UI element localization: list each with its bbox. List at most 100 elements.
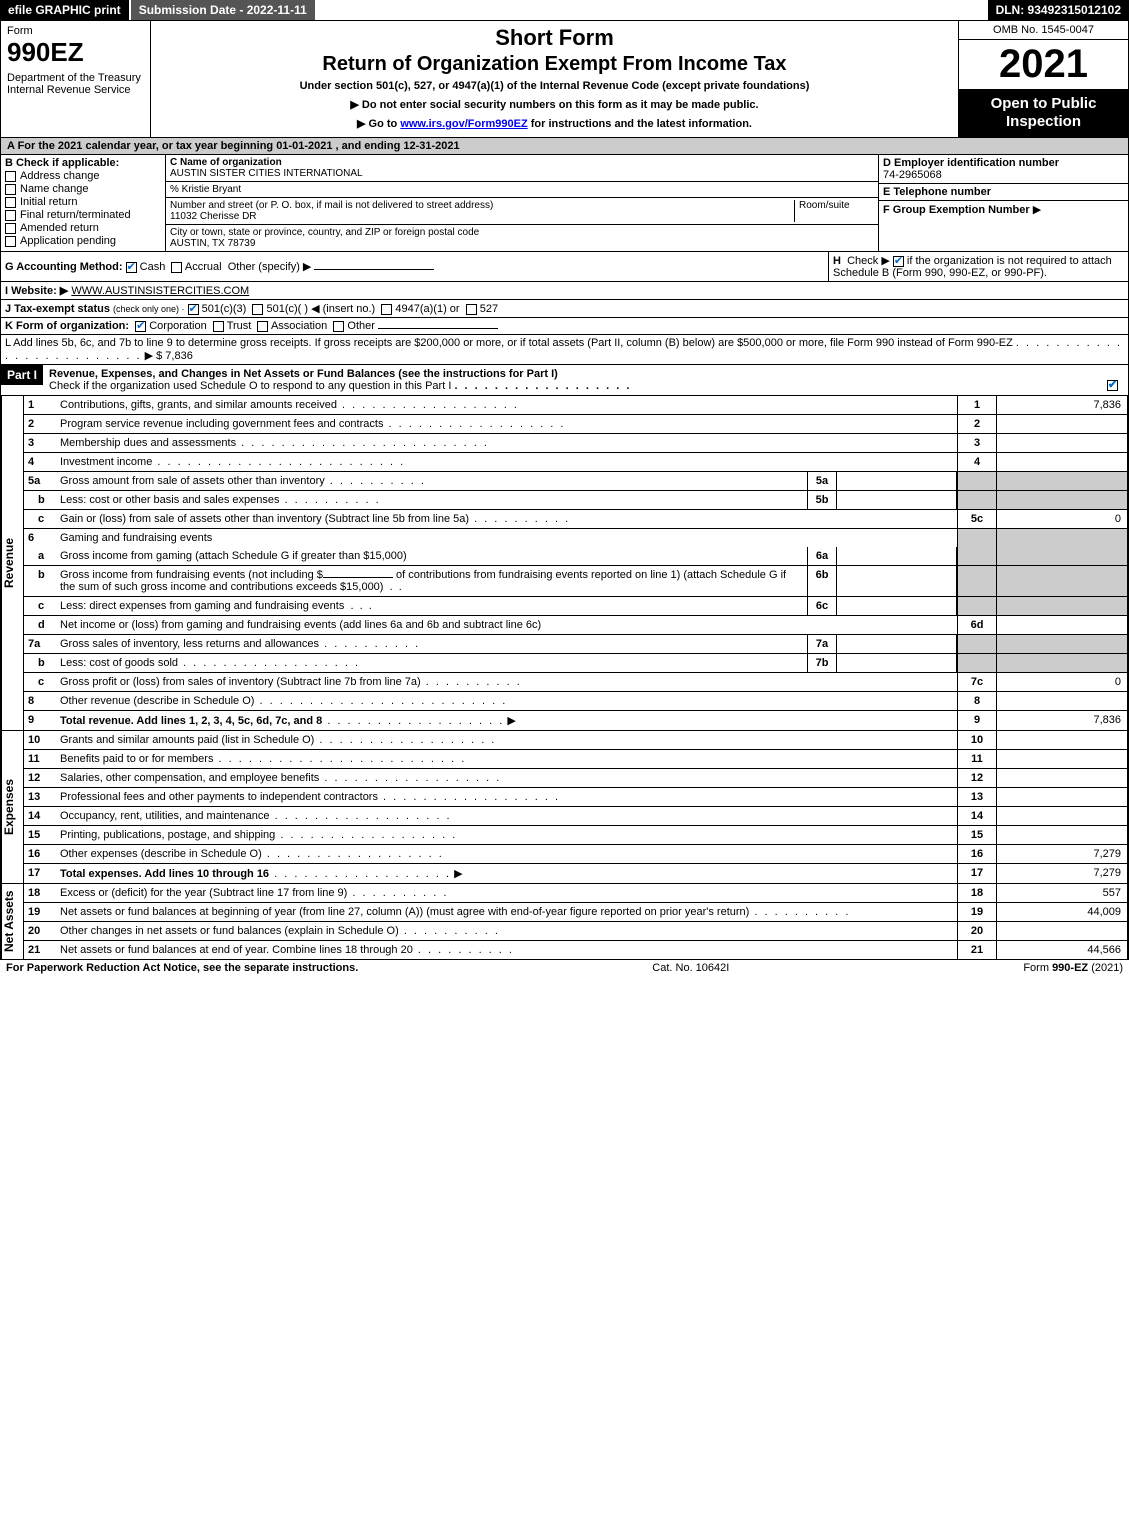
chk-4947[interactable] [381,304,392,315]
mid-box-label: 6b [807,566,837,596]
line-desc: Grants and similar amounts paid (list in… [56,731,957,749]
line-box: 3 [957,434,997,452]
ein-value: 74-2965068 [883,169,1124,181]
line-amount: 7,836 [997,396,1127,414]
chk-schedule-o[interactable] [1107,380,1118,391]
line-box-shaded [957,547,997,565]
line-amount: 44,566 [997,941,1127,959]
chk-schedule-b[interactable] [893,256,904,267]
line-num: 10 [24,731,56,749]
other-org-label: Other [347,320,375,332]
mid-box-val [837,566,957,596]
chk-501c3[interactable] [188,304,199,315]
line-num: b [24,566,56,596]
chk-cash[interactable] [126,262,137,273]
chk-application-pending[interactable]: Application pending [5,235,161,247]
website-value[interactable]: WWW.AUSTINSISTERCITIES.COM [71,285,249,297]
line-desc: Membership dues and assessments [56,434,957,452]
mid-box-val [837,547,957,565]
checkbox-icon[interactable] [5,236,16,247]
line-amount [997,692,1127,710]
chk-trust[interactable] [213,321,224,332]
line-desc: Gross sales of inventory, less returns a… [56,635,807,653]
room-suite-label: Room/suite [794,200,874,222]
ssn-warning: ▶ Do not enter social security numbers o… [157,98,952,111]
care-of: % Kristie Bryant [170,184,874,195]
line-amount: 557 [997,884,1127,902]
line-amount-shaded [997,472,1127,490]
line-num: 13 [24,788,56,806]
form-number: 990EZ [7,37,144,68]
expenses-vertical-label: Expenses [1,731,23,883]
top-bar: efile GRAPHIC print Submission Date - 20… [0,0,1129,21]
line-desc: Total expenses. Add lines 10 through 16 … [56,864,957,883]
chk-initial-return[interactable]: Initial return [5,196,161,208]
contrib-input[interactable] [323,577,393,578]
line-num: 12 [24,769,56,787]
line-amount [997,616,1127,634]
line-box: 20 [957,922,997,940]
instructions-pre: ▶ Go to [357,118,400,130]
line-amount: 44,009 [997,903,1127,921]
checkbox-icon[interactable] [5,197,16,208]
submission-date-label: Submission Date - 2022-11-11 [129,0,315,20]
line-num: 8 [24,692,56,710]
checkbox-icon[interactable] [5,184,16,195]
line-num: b [24,654,56,672]
line-amount [997,826,1127,844]
line-num: b [24,491,56,509]
efile-print-label[interactable]: efile GRAPHIC print [0,0,129,20]
line-desc: Less: cost or other basis and sales expe… [56,491,807,509]
chk-address-change[interactable]: Address change [5,170,161,182]
footer-cat-no: Cat. No. 10642I [358,962,1023,974]
line-num: 19 [24,903,56,921]
other-org-input[interactable] [378,328,498,329]
mid-box-label: 5b [807,491,837,509]
assoc-label: Association [271,320,327,332]
line-box: 4 [957,453,997,471]
line-box: 9 [957,711,997,730]
chk-assoc[interactable] [257,321,268,332]
chk-final-return[interactable]: Final return/terminated [5,209,161,221]
checkbox-icon[interactable] [5,171,16,182]
section-b-thru-f: B Check if applicable: Address change Na… [0,155,1129,252]
street-label: Number and street (or P. O. box, if mail… [170,200,794,211]
mid-box-val [837,654,957,672]
instructions-link[interactable]: www.irs.gov/Form990EZ [400,118,527,130]
chk-label: Address change [20,170,100,182]
line-desc: Gross amount from sale of assets other t… [56,472,807,490]
line-desc: Other revenue (describe in Schedule O) [56,692,957,710]
dots [454,380,631,392]
h-check-pre: Check ▶ [847,255,890,267]
chk-527[interactable] [466,304,477,315]
other-label: Other (specify) ▶ [228,261,312,273]
line-box: 19 [957,903,997,921]
g-label: G Accounting Method: [5,261,123,273]
line-desc: Net income or (loss) from gaming and fun… [56,616,957,634]
chk-amended-return[interactable]: Amended return [5,222,161,234]
b-label: B Check if applicable: [5,157,161,169]
h-letter: H [833,255,841,267]
line-box: 21 [957,941,997,959]
short-form-label: Short Form [157,25,952,51]
line-desc: Less: direct expenses from gaming and fu… [56,597,807,615]
page-footer: For Paperwork Reduction Act Notice, see … [0,960,1129,980]
chk-accrual[interactable] [171,262,182,273]
row-i-website: I Website: ▶ WWW.AUSTINSISTERCITIES.COM [0,282,1129,300]
checkbox-icon[interactable] [5,223,16,234]
line-amount: 7,279 [997,845,1127,863]
chk-other-org[interactable] [333,321,344,332]
j-label: J Tax-exempt status [5,303,110,315]
line-box: 10 [957,731,997,749]
chk-name-change[interactable]: Name change [5,183,161,195]
line-desc: Contributions, gifts, grants, and simila… [56,396,957,414]
line-num: 15 [24,826,56,844]
chk-501c[interactable] [252,304,263,315]
expenses-group: Expenses 10Grants and similar amounts pa… [0,731,1129,884]
chk-corp[interactable] [135,321,146,332]
other-input-line[interactable] [314,269,434,270]
e-label: E Telephone number [883,186,1124,198]
arrow-icon: ▶ [454,868,462,880]
footer-notice: For Paperwork Reduction Act Notice, see … [6,962,358,974]
checkbox-icon[interactable] [5,210,16,221]
